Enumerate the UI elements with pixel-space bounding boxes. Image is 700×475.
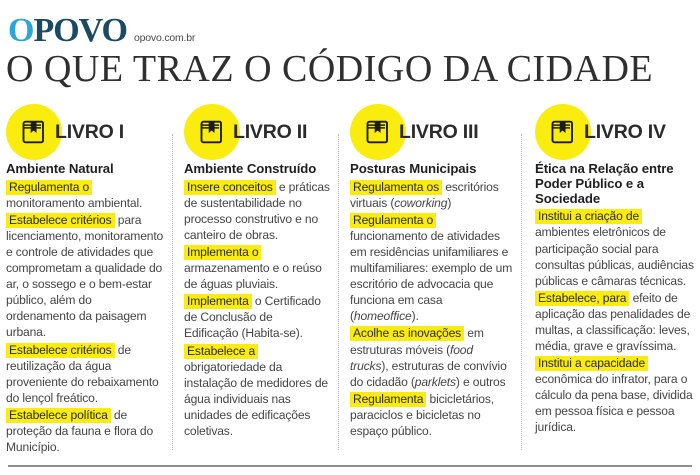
column-title-3: Posturas Municipais bbox=[350, 161, 477, 176]
book-icon bbox=[19, 117, 49, 147]
paragraph-rest: bicicletários, paraciclos e bicicletas n… bbox=[350, 391, 494, 438]
paragraph-rest: ambientes eletrônicos de participação so… bbox=[535, 225, 694, 288]
badge-row-livro-3: LIVRO III bbox=[350, 104, 513, 160]
badge-circle-livro-2 bbox=[184, 104, 240, 160]
badge-circle-livro-4 bbox=[535, 104, 591, 160]
paragraph-rest: efeito de aplicação das penalidades de m… bbox=[535, 290, 691, 353]
paragraph: Institui a criação de ambientes eletrôni… bbox=[535, 208, 694, 288]
highlight-phrase: Regulamenta o bbox=[6, 179, 93, 195]
highlight-phrase: Regulamenta os bbox=[350, 179, 442, 195]
badge-circle-livro-1 bbox=[6, 104, 62, 160]
logo-letter-o: O bbox=[8, 12, 34, 49]
paragraph-rest: monitoramento ambiental. bbox=[6, 195, 143, 210]
book-icon bbox=[548, 117, 578, 147]
column-livro-4: LIVRO IV Ética na Relação entre Poder Pú… bbox=[521, 104, 700, 456]
paragraph-rest: econômica do infrator, para o cálculo da… bbox=[535, 372, 693, 435]
foreign-term: food trucks bbox=[350, 342, 473, 373]
paragraph: Regulamenta o monitoramento ambiental. bbox=[6, 179, 164, 211]
highlight-phrase: Institui a capacidade bbox=[535, 356, 649, 372]
paragraph: Estabelece critérios para licenciamento,… bbox=[6, 212, 164, 341]
paragraph: Estabelece a obrigatoriedade da instalaç… bbox=[184, 343, 330, 439]
site-url[interactable]: opovo.com.br bbox=[134, 32, 196, 44]
highlight-phrase: Estabelece política bbox=[6, 407, 111, 423]
badge-row-livro-2: LIVRO II bbox=[184, 104, 330, 160]
livro-label-3: LIVRO III bbox=[399, 120, 479, 143]
page-title: O QUE TRAZ O CÓDIGO DA CIDADE bbox=[6, 48, 654, 90]
highlight-phrase: Regulamenta bbox=[350, 391, 427, 407]
paragraph-tail: ) e outros bbox=[455, 374, 506, 389]
badge-row-livro-4: LIVRO IV bbox=[535, 104, 694, 160]
highlight-phrase: Estabelece, para bbox=[535, 290, 630, 306]
column-title-1: Ambiente Natural bbox=[6, 161, 114, 176]
bottom-divider bbox=[8, 465, 692, 467]
paragraph: Estabelece política de proteção da fauna… bbox=[6, 407, 164, 455]
paragraph: Acolhe as inovações em estruturas móveis… bbox=[350, 325, 513, 389]
column-livro-3: LIVRO III Posturas Municipais Regulament… bbox=[338, 104, 521, 456]
paragraph-rest: armazenamento e o reúso de águas pluviai… bbox=[184, 261, 322, 292]
foreign-term: homeoffice bbox=[353, 309, 412, 324]
foreign-term: coworking bbox=[394, 195, 448, 210]
column-title-4: Ética na Relação entre Poder Público e a… bbox=[535, 161, 674, 206]
livro-label-1: LIVRO I bbox=[55, 120, 125, 143]
highlight-phrase: Implementa bbox=[184, 294, 252, 310]
paragraph: Estabelece critérios de reutilização da … bbox=[6, 342, 164, 406]
paragraph-tail: ). bbox=[411, 309, 419, 324]
paragraph: Implementa o Certificado de Conclusão de… bbox=[184, 293, 330, 341]
paragraph-rest: obrigatoriedade da instalação de medidor… bbox=[184, 359, 329, 438]
highlight-phrase: Estabelece a bbox=[184, 343, 259, 359]
book-icon bbox=[363, 117, 393, 147]
books-columns: LIVRO I Ambiente Natural Regulamenta o m… bbox=[0, 104, 700, 456]
livro-label-4: LIVRO IV bbox=[584, 120, 666, 143]
paragraph: Regulamenta o funcionamento de atividade… bbox=[350, 212, 513, 325]
book-icon bbox=[197, 117, 227, 147]
paragraph: Institui a capacidade econômica do infra… bbox=[535, 355, 694, 435]
highlight-phrase: Estabelece critérios bbox=[6, 342, 115, 358]
paragraph: Estabelece, para efeito de aplicação das… bbox=[535, 290, 694, 354]
highlight-phrase: Insere conceitos bbox=[184, 179, 276, 195]
paragraph-rest: escritórios virtuais ( bbox=[350, 179, 499, 210]
column-title-2: Ambiente Construído bbox=[184, 161, 317, 176]
highlight-phrase: Estabelece critérios bbox=[6, 212, 115, 228]
highlight-phrase: Regulamenta o bbox=[350, 212, 437, 228]
paragraph: Regulamenta os escritórios virtuais (cow… bbox=[350, 179, 513, 211]
paragraph-rest: e práticas de sustentabilidade no proces… bbox=[184, 179, 330, 243]
livro-label-2: LIVRO II bbox=[233, 120, 308, 143]
masthead: OPOVO opovo.com.br bbox=[8, 14, 195, 48]
highlight-phrase: Institui a criação de bbox=[535, 209, 643, 225]
paragraph: Regulamenta bicicletários, paraciclos e … bbox=[350, 391, 513, 439]
paragraph-tail: ), estruturas de convívio do cidadão ( bbox=[350, 358, 507, 389]
column-livro-1: LIVRO I Ambiente Natural Regulamenta o m… bbox=[0, 104, 172, 456]
paragraph-rest: o Certificado de Conclusão de Edificação… bbox=[184, 294, 321, 341]
badge-row-livro-1: LIVRO I bbox=[6, 104, 164, 160]
badge-circle-livro-3 bbox=[350, 104, 406, 160]
paragraph-tail: ) bbox=[447, 195, 452, 210]
paragraph: Implementa o armazenamento e o reúso de … bbox=[184, 244, 330, 292]
paragraph-rest: de reutilização da água proveniente do r… bbox=[6, 342, 159, 405]
highlight-phrase: Acolhe as inovações bbox=[350, 326, 465, 342]
foreign-term: parklets bbox=[414, 374, 456, 389]
paragraph-rest: para licenciamento, monitoramento e cont… bbox=[6, 212, 164, 340]
paragraph-rest: em estruturas móveis ( bbox=[350, 326, 484, 357]
paragraph-rest: funcionamento de atividades em residênci… bbox=[350, 229, 513, 324]
column-livro-2: LIVRO II Ambiente Construído Insere conc… bbox=[172, 104, 338, 456]
highlight-phrase: Implementa o bbox=[184, 245, 262, 261]
logo-text-povo: POVO bbox=[33, 12, 128, 49]
paragraph: Insere conceitos e práticas de sustentab… bbox=[184, 179, 330, 243]
opovo-logo[interactable]: OPOVO bbox=[8, 12, 128, 49]
paragraph-rest: de proteção da fauna e flora do Municípi… bbox=[6, 407, 154, 455]
